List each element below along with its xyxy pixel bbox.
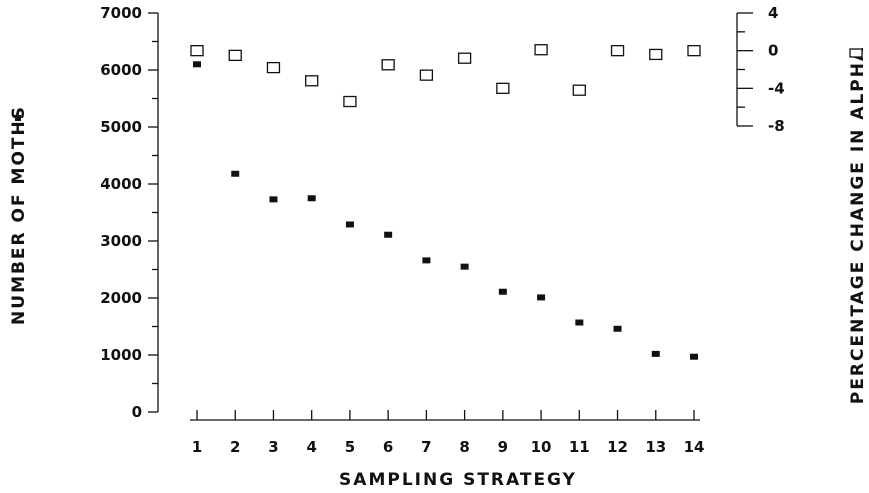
left-tick-label: 3000 xyxy=(100,232,142,250)
right-y-axis: 4 0 -4 -8 xyxy=(736,4,785,135)
left-tick-label: 2000 xyxy=(100,289,142,307)
moths-point xyxy=(575,319,584,326)
x-tick-label: 1 xyxy=(192,438,202,456)
y-axis-legend-filled-square xyxy=(15,115,21,121)
x-axis-title: SAMPLING STRATEGY xyxy=(339,470,577,490)
right-tick-label: 4 xyxy=(768,4,778,22)
x-tick-label: 10 xyxy=(531,438,552,456)
moths-point xyxy=(193,61,201,68)
left-tick-label: 1000 xyxy=(100,346,142,364)
alpha-point xyxy=(419,69,434,81)
alpha-point xyxy=(572,84,586,96)
x-axis: 1 2 3 4 5 6 7 8 9 10 11 12 13 14 xyxy=(190,410,704,456)
left-y-axis: 0 1000 2000 3000 4000 5000 6000 7000 xyxy=(100,4,159,421)
moths-point xyxy=(690,353,698,360)
left-tick-label: 5000 xyxy=(100,118,142,136)
right-tick-label: -4 xyxy=(768,79,785,97)
moths-point xyxy=(422,257,431,264)
x-tick-label: 3 xyxy=(268,438,278,456)
x-tick-label: 9 xyxy=(498,438,508,456)
alpha-point xyxy=(381,59,395,71)
x-tick-label: 6 xyxy=(383,438,393,456)
left-tick-label: 0 xyxy=(132,403,142,421)
y2-axis-legend-open-square xyxy=(849,48,863,58)
alpha-point xyxy=(610,45,625,57)
alpha-point xyxy=(534,44,548,56)
alpha-point xyxy=(496,82,510,94)
moths-point xyxy=(460,263,469,270)
moths-point xyxy=(651,350,660,357)
alpha-point xyxy=(305,75,319,87)
alpha-point xyxy=(457,52,472,64)
alpha-point xyxy=(266,61,281,74)
left-tick-label: 7000 xyxy=(100,4,142,22)
series-alpha-change xyxy=(190,44,701,108)
x-tick-label: 8 xyxy=(459,438,469,456)
x-tick-label: 13 xyxy=(645,438,666,456)
alpha-point xyxy=(649,48,663,61)
x-tick-label: 7 xyxy=(421,438,431,456)
moths-point xyxy=(307,195,316,202)
right-tick-label: 0 xyxy=(768,42,778,60)
x-tick-label: 4 xyxy=(306,438,316,456)
series-moths xyxy=(193,61,698,360)
right-axis-title-group: PERCENTAGE CHANGE IN ALPHA xyxy=(848,46,868,404)
left-tick-label: 6000 xyxy=(100,61,142,79)
alpha-point xyxy=(343,95,357,108)
y2-axis-title: PERCENTAGE CHANGE IN ALPHA xyxy=(848,46,868,404)
moths-point xyxy=(345,221,354,228)
moths-point xyxy=(269,196,278,203)
x-tick-label: 5 xyxy=(345,438,355,456)
y-axis-title: NUMBER OF MOTHS xyxy=(9,105,29,325)
moths-point xyxy=(498,288,507,295)
alpha-point xyxy=(228,49,242,62)
x-tick-label: 11 xyxy=(569,438,590,456)
moths-point xyxy=(537,294,546,301)
right-tick-label: -8 xyxy=(768,117,785,135)
moths-point xyxy=(231,170,240,177)
x-tick-label: 2 xyxy=(230,438,240,456)
alpha-point xyxy=(190,45,204,57)
x-tick-label: 14 xyxy=(684,438,705,456)
x-tick-label: 12 xyxy=(607,438,628,456)
left-tick-label: 4000 xyxy=(100,175,142,193)
moths-point xyxy=(613,325,622,332)
moths-point xyxy=(384,231,393,238)
left-axis-title-group: NUMBER OF MOTHS xyxy=(9,105,29,325)
alpha-point xyxy=(687,45,701,57)
